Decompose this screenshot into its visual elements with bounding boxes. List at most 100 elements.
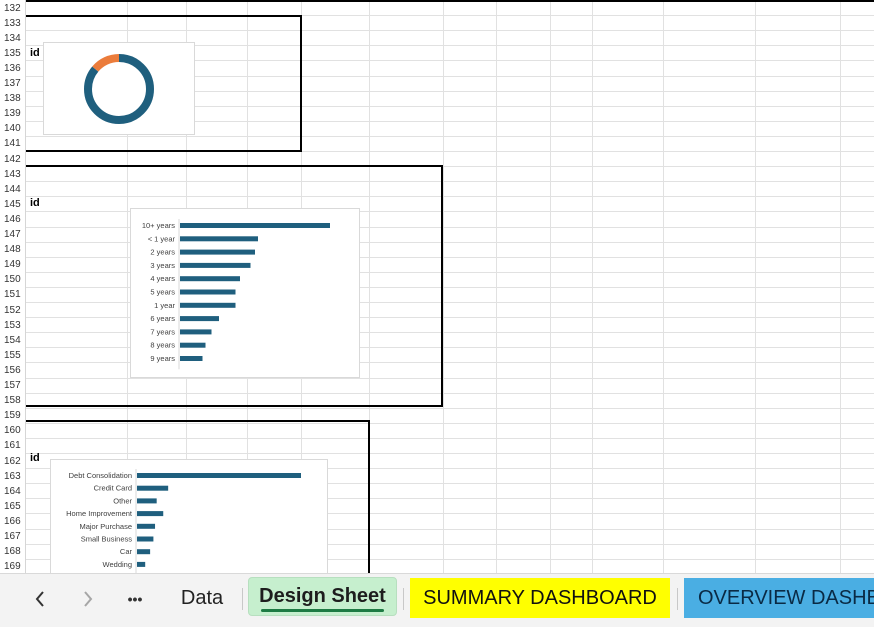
donut-chart[interactable] [43, 42, 195, 135]
row-gridline [26, 211, 874, 212]
category-label: 8 years [150, 341, 175, 350]
row-number: 156 [4, 365, 21, 376]
column-gridline [755, 0, 756, 573]
category-label: 9 years [150, 354, 175, 363]
category-label: < 1 year [148, 234, 176, 243]
row-gridline [26, 166, 874, 167]
row-number: 157 [4, 380, 21, 391]
row-gridline [26, 559, 874, 560]
row-gridline [26, 227, 874, 228]
column-gridline [496, 0, 497, 573]
column-gridline [840, 0, 841, 573]
row-gridline [26, 362, 874, 363]
row-number: 133 [4, 18, 21, 29]
chart-box-3 [26, 420, 370, 573]
category-label: 2 years [150, 248, 175, 257]
column-gridline [592, 0, 593, 573]
row-gridline [26, 332, 874, 333]
prev-sheet-button[interactable] [25, 584, 55, 614]
row-number: 136 [4, 63, 21, 74]
row-gridline [26, 468, 874, 469]
row-number: 158 [4, 395, 21, 406]
category-label: 7 years [150, 327, 175, 336]
row-number: 153 [4, 320, 21, 331]
tab-design-sheet-label: Design Sheet [259, 585, 386, 607]
row-gridline [26, 45, 874, 46]
bar [180, 342, 206, 348]
row-number: 163 [4, 471, 21, 482]
row-number: 137 [4, 78, 21, 89]
bar [180, 262, 251, 268]
employment-length-chart-svg: 10+ years < 1 year 2 years 3 years 4 years 5 … [142, 219, 330, 370]
row-gridline [26, 30, 874, 31]
row-gridline [26, 242, 874, 243]
row-number: 134 [4, 33, 21, 44]
row-gridline [26, 347, 874, 348]
row-number: 138 [4, 93, 21, 104]
category-label: 3 years [150, 261, 175, 270]
bar [180, 223, 330, 228]
category-label: Major Purchase [79, 522, 132, 531]
next-sheet-button[interactable] [73, 584, 103, 614]
row-number: 155 [4, 350, 21, 361]
bar [180, 249, 255, 255]
category-label: Credit Card [94, 484, 132, 493]
category-label: 6 years [150, 314, 175, 323]
more-sheets-button[interactable]: ••• [127, 591, 143, 607]
row-number: 143 [4, 169, 21, 180]
category-label: Car [120, 547, 133, 556]
tab-summary-dashboard[interactable]: SUMMARY DASHBOARD [410, 578, 670, 618]
top-border [26, 0, 874, 2]
row-gridline [26, 438, 874, 439]
category-label: 4 years [150, 274, 175, 283]
row-gridline [26, 106, 874, 107]
row-number: 140 [4, 123, 21, 134]
id-label-1: id [30, 47, 40, 59]
bar [137, 511, 164, 517]
row-number: 169 [4, 561, 21, 572]
employment-length-chart[interactable]: 10+ years < 1 year 2 years 3 years 4 years 5 … [130, 208, 360, 378]
category-label: Debt Consolidation [69, 471, 132, 480]
tab-design-sheet[interactable]: Design Sheet [248, 577, 397, 616]
row-number: 150 [4, 274, 21, 285]
active-tab-underline [261, 609, 384, 612]
bar [180, 329, 212, 335]
bar [137, 549, 151, 555]
row-gridline [26, 60, 874, 61]
row-gridline [26, 15, 874, 16]
bar [180, 356, 203, 361]
bar [180, 316, 219, 322]
row-gridline [26, 287, 874, 288]
row-number: 146 [4, 214, 21, 225]
row-number: 141 [4, 138, 21, 149]
worksheet-grid[interactable]: 132 133 134 135 136 137 138 139 140 141 142 143 144 1… [0, 0, 874, 573]
column-gridline [443, 0, 444, 573]
donut-chart-svg [84, 54, 154, 124]
row-number: 164 [4, 486, 21, 497]
category-label: Small Business [81, 535, 133, 544]
loan-purpose-chart-svg: Debt Consolidation Credit Card Other Home I… [66, 469, 301, 573]
category-label: Other [113, 496, 132, 505]
row-number: 142 [4, 154, 21, 165]
loan-purpose-chart[interactable]: Debt Consolidation Credit Card Other Home I… [50, 459, 328, 573]
category-label: 1 year [154, 301, 175, 310]
row-gridline [26, 196, 874, 197]
column-gridline [550, 0, 551, 573]
row-gridline [26, 136, 874, 137]
bar [180, 302, 236, 308]
row-number: 166 [4, 516, 21, 527]
row-gridline [26, 378, 874, 379]
donut-slice-1 [84, 54, 154, 124]
row-number: 132 [4, 3, 21, 14]
tab-overview-dashboard[interactable]: OVERVIEW DASHBOARD [684, 578, 874, 618]
tab-data[interactable]: Data [180, 586, 224, 609]
row-gridline [26, 121, 874, 122]
category-label: 5 years [150, 288, 175, 297]
bar [137, 473, 301, 478]
row-gridline [26, 393, 874, 394]
row-gridline [26, 76, 874, 77]
id-label-3: id [30, 452, 40, 464]
tab-separator [403, 588, 404, 610]
row-number: 161 [4, 440, 21, 451]
row-number: 147 [4, 229, 21, 240]
